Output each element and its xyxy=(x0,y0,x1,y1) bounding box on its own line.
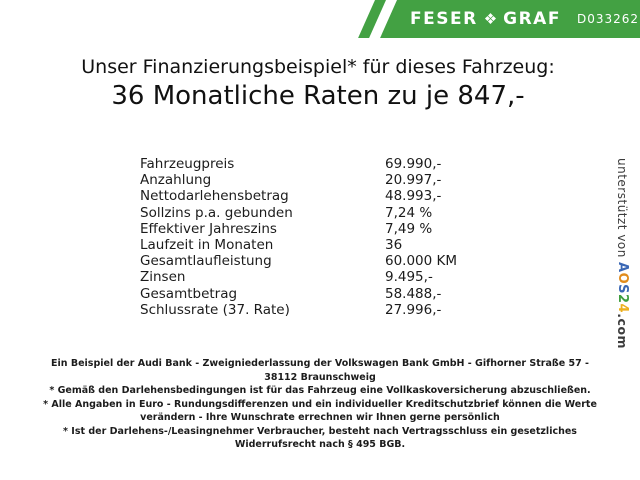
support-credit: unterstützt von AOS24.com xyxy=(615,158,630,349)
row-value: 48.993,- xyxy=(385,188,442,205)
row-value: 27.996,- xyxy=(385,301,442,318)
brand-suffix: .com xyxy=(615,313,630,350)
row-value: 36 xyxy=(385,236,403,253)
headline-subtitle: Unser Finanzierungsbeispiel* für dieses … xyxy=(81,56,555,78)
brand-letter: 4 xyxy=(615,303,630,314)
row-label: Zinsen xyxy=(140,269,186,286)
table-row: Schlussrate (37. Rate) 27.996,- xyxy=(140,302,457,318)
table-row: Laufzeit in Monaten 36 xyxy=(140,237,457,253)
legal-footnotes: Ein Beispiel der Audi Bank - Zweignieder… xyxy=(33,357,607,452)
row-value: 60.000 KM xyxy=(385,253,458,270)
table-row: Sollzins p.a. gebunden 7,24 % xyxy=(140,205,457,221)
brand-letter: O xyxy=(615,272,630,285)
row-label: Schlussrate (37. Rate) xyxy=(140,301,290,318)
footnote-euro: * Alle Angaben in Euro - Rundungsdiffere… xyxy=(43,398,597,424)
row-label: Laufzeit in Monaten xyxy=(140,236,274,253)
row-value: 9.495,- xyxy=(385,269,433,286)
financing-table: Fahrzeugpreis 69.990,- Anzahlung 20.997,- … xyxy=(140,156,457,318)
headline-block: Unser Finanzierungsbeispiel* für dieses … xyxy=(0,56,636,111)
row-label: Fahrzeugpreis xyxy=(140,156,235,172)
table-row: Gesamtlaufleistung 60.000 KM xyxy=(140,253,457,269)
headline-rate: 36 Monatliche Raten zu je 847,- xyxy=(111,81,525,111)
table-row: Effektiver Jahreszins 7,49 % xyxy=(140,221,457,237)
dealer-id: D033262 xyxy=(576,12,640,26)
clover-diamond-icon: ❖ xyxy=(483,9,498,28)
table-row: Anzahlung 20.997,- xyxy=(140,172,457,188)
row-value: 20.997,- xyxy=(385,172,442,189)
logo-text-graf: GRAF xyxy=(503,9,561,29)
row-value: 7,24 % xyxy=(385,204,433,221)
feser-graf-logo: FESER ❖ GRAF D033262 xyxy=(410,0,639,38)
row-label: Effektiver Jahreszins xyxy=(140,220,277,237)
table-row: Fahrzeugpreis 69.990,- xyxy=(140,156,457,172)
table-row: Zinsen 9.495,- xyxy=(140,269,457,285)
row-value: 7,49 % xyxy=(385,220,433,237)
row-value: 69.990,- xyxy=(385,156,442,172)
table-row: Nettodarlehensbetrag 48.993,- xyxy=(140,188,457,204)
row-value: 58.488,- xyxy=(385,285,442,302)
footnote-withdrawal: * Ist der Darlehens-/Leasingnehmer Verbr… xyxy=(63,425,577,451)
brand-letter: A xyxy=(615,262,630,273)
logo-text-feser: FESER xyxy=(410,9,478,29)
support-prefix: unterstützt von xyxy=(615,158,629,263)
row-label: Sollzins p.a. gebunden xyxy=(140,204,293,221)
row-label: Gesamtlaufleistung xyxy=(140,253,272,270)
footnote-bank: Ein Beispiel der Audi Bank - Zweignieder… xyxy=(51,358,589,383)
footnote-insurance: * Gemäß den Darlehensbedingungen ist für… xyxy=(49,385,591,396)
brand-letter: 2 xyxy=(615,294,630,304)
row-label: Anzahlung xyxy=(140,172,212,189)
row-label: Gesamtbetrag xyxy=(140,285,238,302)
aos24-brand: AOS24 xyxy=(615,262,630,314)
brand-letter: S xyxy=(615,284,630,295)
table-row: Gesamtbetrag 58.488,- xyxy=(140,286,457,302)
row-label: Nettodarlehensbetrag xyxy=(140,188,289,205)
